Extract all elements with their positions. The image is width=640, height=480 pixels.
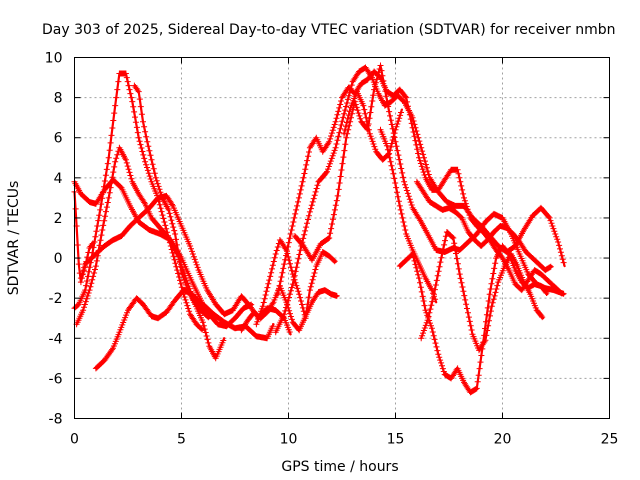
y-tick-label: -6 bbox=[49, 371, 63, 387]
x-axis-label: GPS time / hours bbox=[281, 459, 398, 475]
y-tick-label: 6 bbox=[54, 131, 63, 147]
series-layer bbox=[71, 62, 567, 396]
series-points bbox=[418, 229, 546, 354]
series-points bbox=[253, 237, 338, 328]
y-tick-label: -2 bbox=[49, 291, 63, 307]
series-arc-5 bbox=[92, 287, 255, 372]
series-arc-12 bbox=[377, 126, 439, 304]
x-tick-label: 10 bbox=[280, 432, 298, 448]
series-points bbox=[377, 126, 439, 303]
y-axis-label: SDTVAR / TECUs bbox=[6, 181, 22, 296]
y-tick-labels: -8 -6 -4 -2 0 2 4 6 8 10 bbox=[45, 51, 63, 428]
series-arc-11 bbox=[341, 88, 404, 163]
y-tick-label: 4 bbox=[54, 171, 63, 187]
series-arc-14 bbox=[253, 237, 338, 328]
chart-title: Day 303 of 2025, Sidereal Day-to-day VTE… bbox=[42, 22, 616, 38]
series-points bbox=[413, 178, 554, 274]
grid bbox=[74, 57, 610, 419]
y-tick-label: 2 bbox=[54, 211, 63, 227]
plot-frame bbox=[74, 57, 610, 419]
y-tick-label: 0 bbox=[54, 251, 63, 267]
series-points bbox=[396, 243, 550, 396]
series-points bbox=[131, 82, 212, 321]
x-tick-label: 20 bbox=[494, 432, 512, 448]
y-tick-label: -8 bbox=[49, 412, 63, 428]
series-arc-7 bbox=[131, 82, 212, 321]
series-arc-15 bbox=[396, 243, 550, 396]
ticks bbox=[74, 57, 610, 419]
series-arc-16 bbox=[418, 229, 546, 354]
x-tick-label: 25 bbox=[601, 432, 619, 448]
x-tick-label: 0 bbox=[70, 432, 79, 448]
series-points bbox=[92, 287, 255, 372]
y-tick-label: 8 bbox=[54, 91, 63, 107]
y-tick-label: 10 bbox=[45, 51, 63, 67]
y-tick-label: -4 bbox=[49, 331, 63, 347]
series-arc-17 bbox=[413, 178, 554, 274]
x-tick-labels: 0 5 10 15 20 25 bbox=[70, 432, 618, 448]
x-tick-label: 15 bbox=[387, 432, 405, 448]
x-tick-label: 5 bbox=[177, 432, 186, 448]
